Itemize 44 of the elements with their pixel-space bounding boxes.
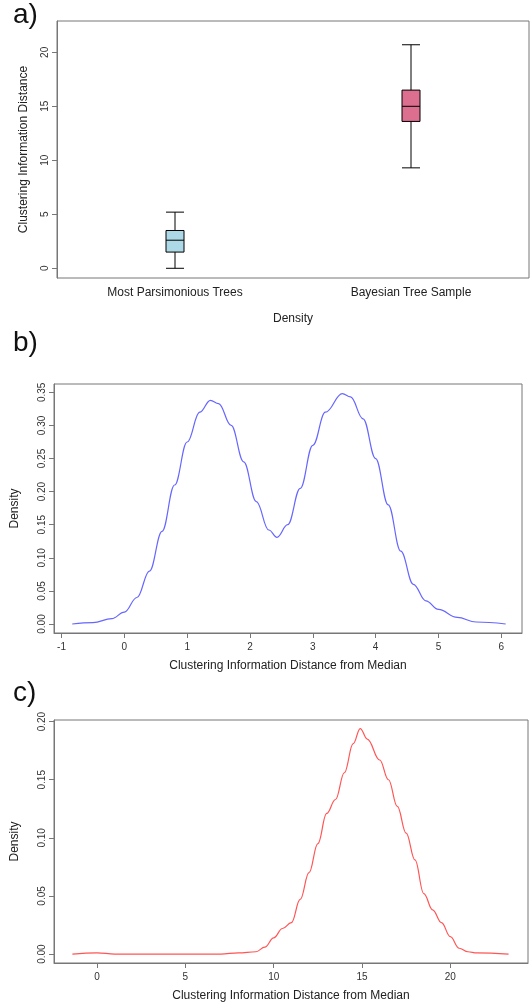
- y-tick-label: 0.10: [35, 827, 47, 848]
- x-tick-label: 1: [184, 640, 191, 652]
- y-tick-label: 0.15: [35, 514, 47, 535]
- x-tick-label: 0: [121, 640, 128, 652]
- y-tick-label: 0.20: [35, 481, 47, 502]
- y-tick-label: 0.25: [35, 448, 47, 469]
- x-tick-label: 4: [372, 640, 379, 652]
- x-tick-label: 5: [435, 640, 442, 652]
- x-tick-label: 3: [310, 640, 317, 652]
- x-tick-label: -1: [57, 640, 67, 652]
- y-tick-label: 20: [38, 46, 50, 58]
- y-tick-label: 0.30: [35, 415, 47, 436]
- y-tick-label: 0.10: [35, 547, 47, 568]
- y-tick-label: 5: [38, 211, 50, 218]
- y-tick-label: 0.20: [35, 711, 47, 732]
- x-tick-label: Most Parsimonious Trees: [107, 285, 243, 299]
- x-axis-title: Clustering Information Distance from Median: [172, 988, 410, 1002]
- x-axis-title: Density: [272, 311, 314, 325]
- x-tick-label: 5: [182, 970, 189, 982]
- x-tick-label: Bayesian Tree Sample: [350, 285, 472, 299]
- y-axis-title: Density: [7, 821, 21, 862]
- chart-title: a): [13, 0, 38, 29]
- line-series: [71, 728, 510, 955]
- x-tick-label: 20: [444, 970, 457, 982]
- x-tick-label: 10: [268, 970, 280, 982]
- y-tick-label: 15: [38, 100, 50, 112]
- y-tick-label: 0.05: [35, 885, 47, 906]
- x-tick-label: 0: [94, 970, 101, 982]
- x-tick-label: 6: [498, 640, 505, 652]
- y-tick-label: 0.05: [35, 580, 47, 601]
- y-axis-title: Clustering Information Distance: [16, 65, 30, 234]
- chart-title: b): [13, 325, 38, 357]
- y-tick-label: 0.35: [35, 382, 47, 403]
- y-tick-label: 0.15: [35, 769, 47, 790]
- chart-title: c): [13, 675, 37, 707]
- y-axis-title: Density: [7, 488, 21, 529]
- x-tick-label: 15: [356, 970, 368, 982]
- x-tick-label: 2: [247, 640, 254, 652]
- y-tick-label: 0.00: [35, 943, 47, 964]
- line-series: [71, 393, 507, 625]
- y-tick-label: 10: [38, 154, 50, 166]
- y-tick-label: 0: [38, 265, 50, 272]
- x-axis-title: Clustering Information Distance from Median: [169, 658, 407, 672]
- y-tick-label: 0.00: [35, 613, 47, 634]
